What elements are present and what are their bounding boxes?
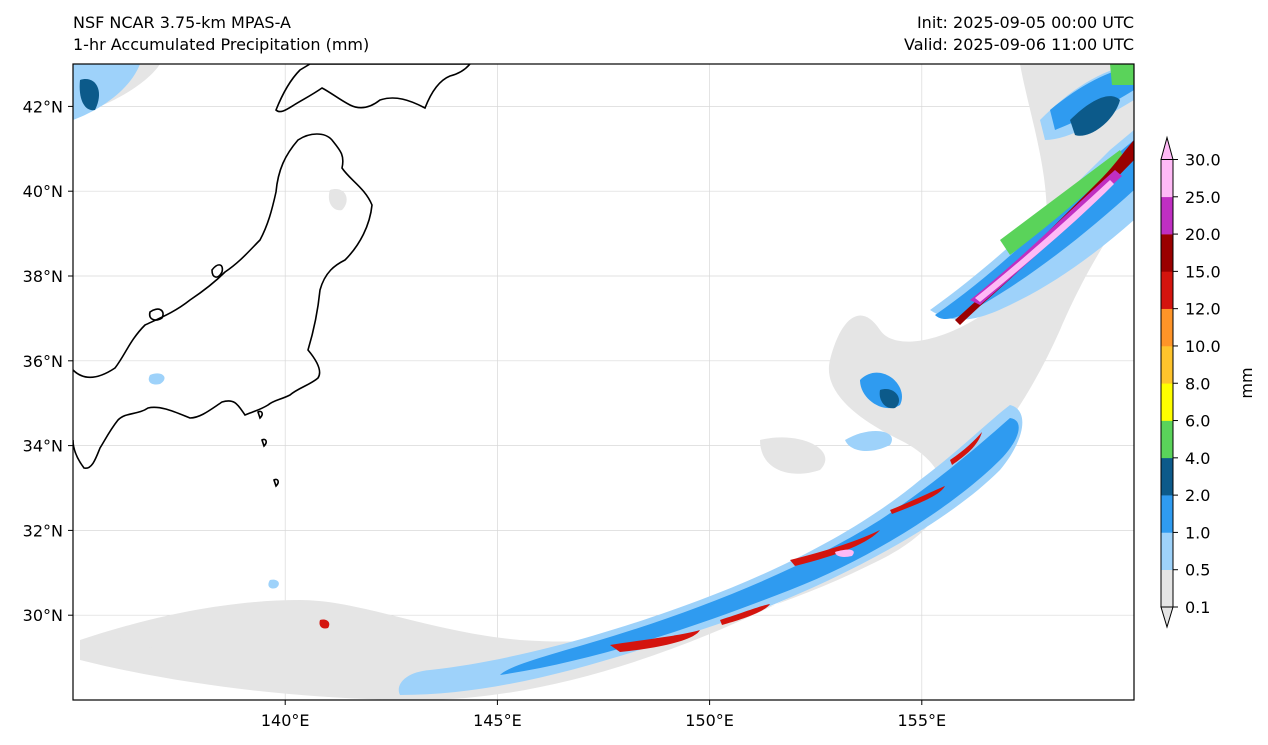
precip-core-pink [975, 180, 1114, 302]
colorbar-level-label: 20.0 [1185, 225, 1221, 244]
map-frame [72, 63, 1135, 701]
coastline-izu-3 [273, 478, 279, 488]
lon-tick-label: 150°E [685, 711, 734, 730]
colorbar-level-label: 0.1 [1185, 598, 1210, 617]
colorbar-segment [1161, 345, 1173, 384]
lat-tick-label: 30°N [23, 606, 63, 625]
colorbar-level-label: 1.0 [1185, 523, 1210, 542]
precip-scatter-lightblue [148, 373, 165, 385]
lat-tick-label: 40°N [23, 182, 63, 201]
colorbar-level-label: 30.0 [1185, 151, 1221, 170]
gridlines [73, 64, 1134, 700]
colorbar-level-label: 6.0 [1185, 412, 1210, 431]
colorbar-segment [1161, 234, 1173, 272]
precip-band-green [1000, 150, 1125, 255]
precip-band-darkblue-3 [79, 79, 100, 111]
precip-scatter-grey-3 [328, 189, 347, 211]
colorbar-extend-max [1160, 135, 1174, 160]
lon-tick-label: 145°E [473, 711, 522, 730]
lat-tick-label: 42°N [23, 97, 63, 116]
precip-band-lightblue [398, 405, 1023, 695]
precip-scatter-lightblue-2 [268, 579, 279, 589]
precip-field [73, 64, 1134, 700]
init-time: Init: 2025-09-05 00:00 UTC [916, 13, 1134, 32]
precip-band-green-2 [1110, 64, 1134, 85]
precip-band-lightblue-5 [845, 430, 892, 452]
model-title: NSF NCAR 3.75-km MPAS-A [73, 13, 291, 32]
precip-band-grey [80, 64, 1134, 700]
colorbar-level-label: 15.0 [1185, 262, 1221, 281]
colorbar-segment [1161, 420, 1173, 459]
precip-cell-red-4 [890, 486, 945, 514]
precip-band-darkblue-2 [879, 389, 900, 409]
precip-cell-red-3 [790, 530, 880, 566]
colorbar: 0.1 0.5 1.0 2.0 4.0 6.0 8.0 10.0 12.0 15.0 20.0 25.… [1160, 135, 1221, 629]
colorbar-segment [1161, 308, 1173, 347]
colorbar-extend-min [1160, 606, 1174, 629]
header-right: Init: 2025-09-05 00:00 UTC Valid: 2025-0… [904, 12, 1134, 56]
coastline-oki [148, 308, 164, 321]
colorbar-level-label: 4.0 [1185, 449, 1210, 468]
precip-band-darkblue [1070, 96, 1120, 136]
header-left: NSF NCAR 3.75-km MPAS-A 1-hr Accumulated… [73, 12, 369, 56]
precip-scatter-grey [120, 633, 162, 649]
colorbar-segment [1161, 159, 1173, 198]
precip-cell-red-2 [720, 604, 770, 625]
precip-cell-red-6 [319, 619, 330, 629]
colorbar-level-label: 12.0 [1185, 300, 1221, 319]
precip-band-lightblue-2 [930, 130, 1134, 320]
coastline-honshu [73, 133, 373, 469]
precip-cell-red [610, 630, 700, 652]
valid-time: Valid: 2025-09-06 11:00 UTC [903, 35, 1134, 54]
colorbar-segment [1161, 196, 1173, 235]
coastline-izu-1 [257, 410, 263, 420]
lon-ticks: 140°E 145°E 150°E 155°E [261, 700, 946, 730]
field-title: 1-hr Accumulated Precipitation (mm) [73, 35, 370, 54]
lat-tick-label: 34°N [23, 437, 63, 456]
lat-tick-label: 38°N [23, 267, 63, 286]
colorbar-segment [1161, 383, 1173, 421]
colorbar-level-label: 25.0 [1185, 188, 1221, 207]
lon-tick-label: 140°E [261, 711, 310, 730]
colorbar-segment [1161, 569, 1173, 608]
colorbar-segment [1161, 457, 1173, 496]
precip-band-grey-2 [760, 437, 826, 474]
colorbar-level-label: 8.0 [1185, 374, 1210, 393]
colorbar-level-label: 0.5 [1185, 561, 1210, 580]
precip-cell-red-5 [950, 432, 982, 465]
coastline-sado [211, 264, 224, 278]
lon-tick-label: 155°E [897, 711, 946, 730]
coastline-hokkaido [275, 64, 472, 113]
coastlines [73, 64, 472, 488]
colorbar-segment [1161, 271, 1173, 309]
precip-core-pink-2 [835, 549, 854, 557]
lat-tick-label: 32°N [23, 521, 63, 540]
coastline-izu-2 [261, 438, 267, 448]
precip-scatter-grey-2 [200, 618, 233, 631]
colorbar-segment [1161, 532, 1173, 571]
colorbar-level-label: 2.0 [1185, 486, 1210, 505]
colorbar-segment [1161, 495, 1173, 533]
colorbar-level-label: 10.0 [1185, 337, 1221, 356]
lat-ticks: 42°N 40°N 38°N 36°N 34°N 32°N 30°N [23, 97, 73, 625]
lat-tick-label: 36°N [23, 352, 63, 371]
colorbar-unit-label: mm [1237, 367, 1256, 398]
